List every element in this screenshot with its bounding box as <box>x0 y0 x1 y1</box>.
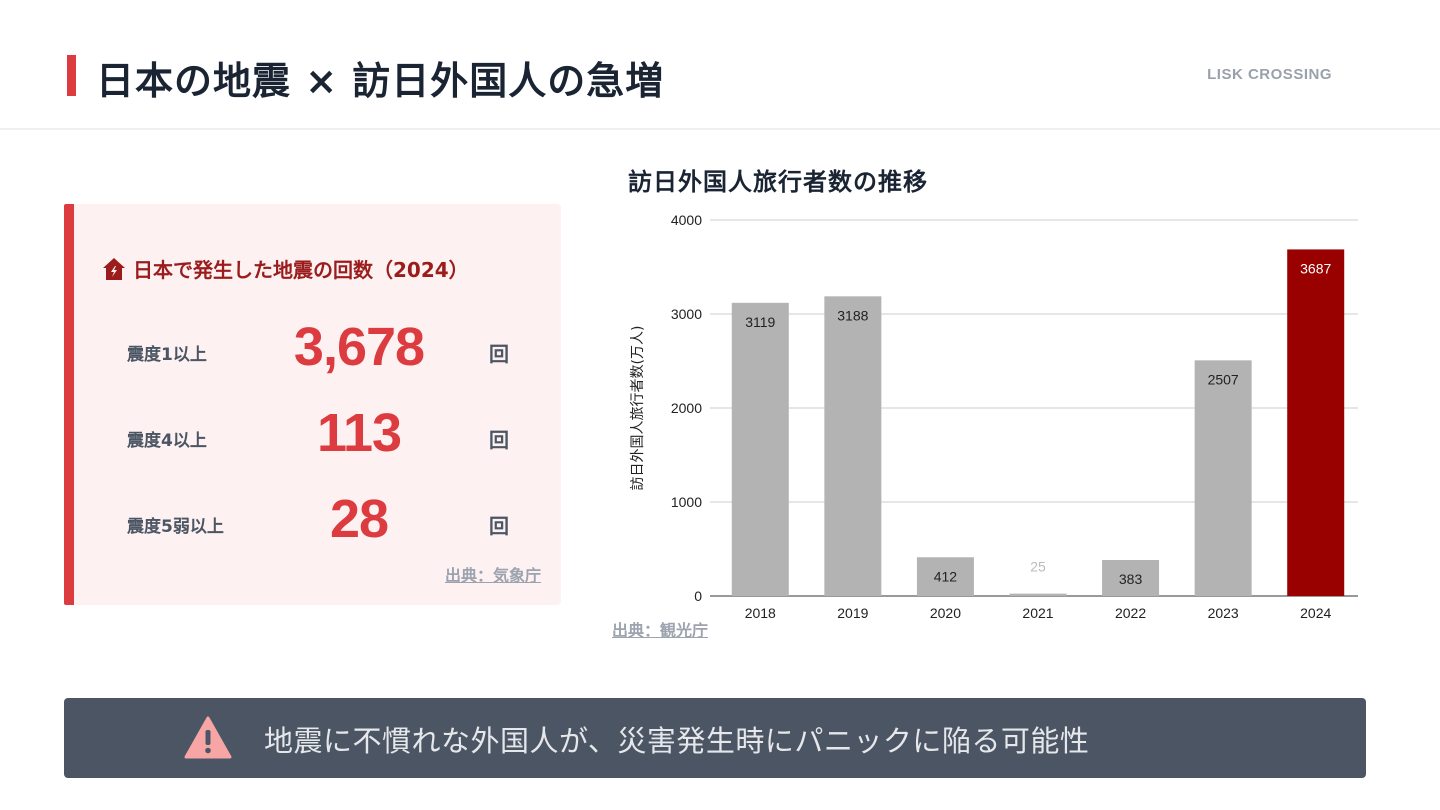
stat-row: 震度5弱以上 28 回 <box>64 488 561 558</box>
warning-icon <box>184 716 232 759</box>
bar <box>916 557 974 596</box>
bar <box>1287 249 1345 596</box>
data-label: 3687 <box>1300 260 1331 276</box>
card-heading: 日本で発生した地震の回数（2024） <box>101 254 469 283</box>
card-heading-text: 日本で発生した地震の回数（2024） <box>133 258 469 282</box>
brand-label: LISK CROSSING <box>1207 66 1332 83</box>
source-link-jta[interactable]: 出典：観光庁 <box>612 621 709 640</box>
y-axis-label: 訪日外国人旅行者数(万人) <box>630 326 646 491</box>
stat-value: 3,678 <box>293 317 425 377</box>
x-tick-label: 2020 <box>930 605 961 621</box>
stat-row: 震度1以上 3,678 回 <box>64 316 561 386</box>
source-link-jma[interactable]: 出典：気象庁 <box>444 566 541 585</box>
y-tick-label: 1000 <box>671 494 702 510</box>
x-tick-label: 2024 <box>1300 605 1331 621</box>
page-title: 日本の地震 × 訪日外国人の急増 <box>96 59 665 103</box>
card-accent-edge <box>64 204 74 605</box>
y-tick-label: 0 <box>694 588 702 604</box>
y-tick-label: 4000 <box>671 212 702 228</box>
visitor-bar-chart: 0 1000 2000 3000 4000 訪日外国人旅行者数(万人) 3119 2018 31… <box>630 212 1358 621</box>
stat-value: 113 <box>316 403 402 463</box>
stat-label: 震度4以上 <box>127 431 207 451</box>
bar <box>731 302 789 596</box>
warning-banner: 地震に不慣れな外国人が、災害発生時にパニックに陥る可能性 <box>64 698 1366 778</box>
stat-label: 震度1以上 <box>127 345 207 365</box>
stat-unit: 回 <box>489 514 509 538</box>
chart-title: 訪日外国人旅行者数の推移 <box>628 168 928 196</box>
stat-row: 震度4以上 113 回 <box>64 402 561 472</box>
warning-text: 地震に不慣れな外国人が、災害発生時にパニックに陥る可能性 <box>264 724 1090 758</box>
stat-unit: 回 <box>489 342 509 366</box>
stat-label: 震度5弱以上 <box>127 517 224 537</box>
x-tick-label: 2021 <box>1022 605 1053 621</box>
data-label: 383 <box>1119 571 1143 587</box>
y-tick-label: 3000 <box>671 306 702 322</box>
house-icon <box>103 257 125 280</box>
earthquake-stats-card: 日本で発生した地震の回数（2024） 震度1以上 3,678 回 震度4以上 1… <box>64 204 561 605</box>
data-label: 2507 <box>1208 371 1239 387</box>
stat-value: 28 <box>329 489 389 549</box>
x-tick-label: 2018 <box>745 605 776 621</box>
x-tick-label: 2023 <box>1208 605 1239 621</box>
data-label: 3119 <box>745 314 775 330</box>
data-label: 3188 <box>837 307 868 323</box>
y-tick-label: 2000 <box>671 400 702 416</box>
x-tick-label: 2019 <box>837 605 868 621</box>
data-label: 412 <box>934 568 958 584</box>
x-tick-label: 2022 <box>1115 605 1146 621</box>
header: 日本の地震 × 訪日外国人の急増 LISK CROSSING <box>0 0 1440 130</box>
bar <box>1009 593 1067 596</box>
bar <box>1194 360 1252 596</box>
data-label: 25 <box>1030 559 1046 575</box>
title-accent-bar <box>67 55 76 96</box>
bar <box>1102 559 1160 596</box>
stat-unit: 回 <box>489 428 509 452</box>
bar <box>824 296 882 596</box>
